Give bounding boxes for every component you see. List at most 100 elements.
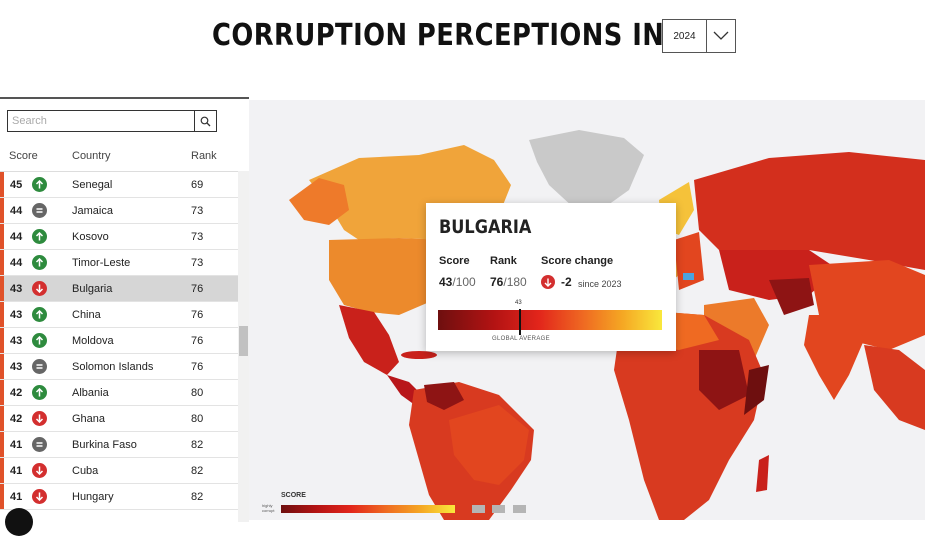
- table-row[interactable]: 44 Jamaica 73: [0, 198, 238, 224]
- map-madagascar: [756, 455, 769, 492]
- table-row[interactable]: 41 Hungary 82: [0, 484, 238, 510]
- map-bulgaria-highlight: [683, 273, 694, 280]
- row-country: Hungary: [72, 491, 114, 503]
- row-score: 43: [10, 335, 23, 347]
- column-rank[interactable]: Rank: [191, 150, 217, 162]
- row-score: 44: [10, 231, 23, 243]
- legend-title: SCORE: [281, 492, 306, 499]
- country-panel: Score Country Rank 45 Senegal 69 44 Jamaica 7…: [0, 97, 249, 522]
- table-row[interactable]: 44 Kosovo 73: [0, 224, 238, 250]
- tooltip-rank: 76/180: [490, 275, 527, 289]
- row-accent: [0, 250, 4, 275]
- table-row[interactable]: 43 China 76: [0, 302, 238, 328]
- search-input[interactable]: [8, 111, 194, 131]
- table-row[interactable]: 43 Moldova 76: [0, 328, 238, 354]
- table-row[interactable]: 41 Cuba 82: [0, 458, 238, 484]
- map-russia: [694, 152, 925, 270]
- row-score: 43: [10, 283, 23, 295]
- row-score: 41: [10, 439, 23, 451]
- scrollbar[interactable]: [238, 171, 249, 522]
- tooltip-rank-label: Rank: [490, 255, 517, 267]
- row-accent: [0, 276, 4, 301]
- year-value: 2024: [663, 20, 707, 52]
- legend-gradient: [281, 505, 455, 513]
- map-afghanistan: [769, 278, 814, 315]
- row-rank: 80: [191, 413, 204, 425]
- row-country: Moldova: [72, 335, 114, 347]
- tooltip-change-label: Score change: [541, 255, 614, 267]
- map-sudan: [699, 350, 749, 410]
- row-country: Cuba: [72, 465, 99, 477]
- equal-icon: [32, 437, 47, 452]
- legend-no-data-box: [472, 505, 485, 513]
- tooltip-score: 43/100: [439, 275, 476, 289]
- row-rank: 69: [191, 179, 204, 191]
- search-icon[interactable]: [194, 111, 216, 131]
- row-rank: 73: [191, 257, 204, 269]
- row-rank: 82: [191, 465, 204, 477]
- row-accent: [0, 354, 4, 379]
- legend-low-label: highly corrupt: [262, 503, 275, 513]
- row-accent: [0, 172, 4, 197]
- map-mexico: [339, 305, 399, 375]
- table-row[interactable]: 41 Burkina Faso 82: [0, 432, 238, 458]
- row-score: 44: [10, 205, 23, 217]
- row-accent: [0, 302, 4, 327]
- arrow-up-icon: [32, 307, 47, 322]
- row-rank: 82: [191, 439, 204, 451]
- score-marker: [519, 309, 521, 335]
- arrow-down-icon: [32, 411, 47, 426]
- row-accent: [0, 432, 4, 457]
- row-country: Kosovo: [72, 231, 109, 243]
- year-select[interactable]: 2024: [662, 19, 736, 53]
- row-country: Bulgaria: [72, 283, 113, 295]
- arrow-down-icon: [32, 463, 47, 478]
- row-score: 41: [10, 465, 23, 477]
- row-rank: 76: [191, 335, 204, 347]
- row-country: Solomon Islands: [72, 361, 154, 373]
- arrow-up-icon: [32, 177, 47, 192]
- row-rank: 76: [191, 309, 204, 321]
- arrow-down-icon: [32, 281, 47, 296]
- map-alaska: [289, 178, 349, 225]
- arrow-up-icon: [32, 255, 47, 270]
- table-row[interactable]: 45 Senegal 69: [0, 172, 238, 198]
- arrow-down-icon: [32, 489, 47, 504]
- row-country: Burkina Faso: [72, 439, 137, 451]
- arrow-up-icon: [32, 385, 47, 400]
- global-average-label: GLOBAL AVERAGE: [492, 336, 550, 342]
- row-score: 42: [10, 413, 23, 425]
- row-score: 45: [10, 179, 23, 191]
- table-row[interactable]: 43 Bulgaria 76: [0, 276, 238, 302]
- row-score: 43: [10, 309, 23, 321]
- scrollbar-thumb[interactable]: [239, 326, 248, 356]
- map-venezuela: [424, 382, 464, 410]
- chat-button[interactable]: [5, 508, 33, 536]
- arrow-down-icon: [541, 275, 555, 289]
- equal-icon: [32, 359, 47, 374]
- map-cuba: [401, 351, 437, 359]
- row-country: Timor-Leste: [72, 257, 131, 269]
- tooltip-change: -2: [561, 275, 572, 289]
- row-country: Senegal: [72, 179, 113, 191]
- row-country: Jamaica: [72, 205, 113, 217]
- column-score[interactable]: Score: [9, 150, 38, 162]
- tooltip-since: since 2023: [578, 279, 622, 289]
- row-rank: 73: [191, 231, 204, 243]
- chevron-down-icon[interactable]: [707, 20, 735, 52]
- map-brazil: [449, 405, 529, 485]
- country-tooltip: BULGARIA Score Rank Score change 43/100 …: [426, 203, 676, 351]
- row-accent: [0, 198, 4, 223]
- column-country[interactable]: Country: [72, 150, 111, 162]
- row-accent: [0, 380, 4, 405]
- row-country: Ghana: [72, 413, 106, 425]
- row-score: 42: [10, 387, 23, 399]
- tooltip-score-label: Score: [439, 255, 470, 267]
- table-row[interactable]: 43 Solomon Islands 76: [0, 354, 238, 380]
- table-row[interactable]: 42 Ghana 80: [0, 406, 238, 432]
- row-accent: [0, 224, 4, 249]
- table-row[interactable]: 44 Timor-Leste 73: [0, 250, 238, 276]
- table-row[interactable]: 42 Albania 80: [0, 380, 238, 406]
- legend-box-3: [513, 505, 526, 513]
- row-country: Albania: [72, 387, 109, 399]
